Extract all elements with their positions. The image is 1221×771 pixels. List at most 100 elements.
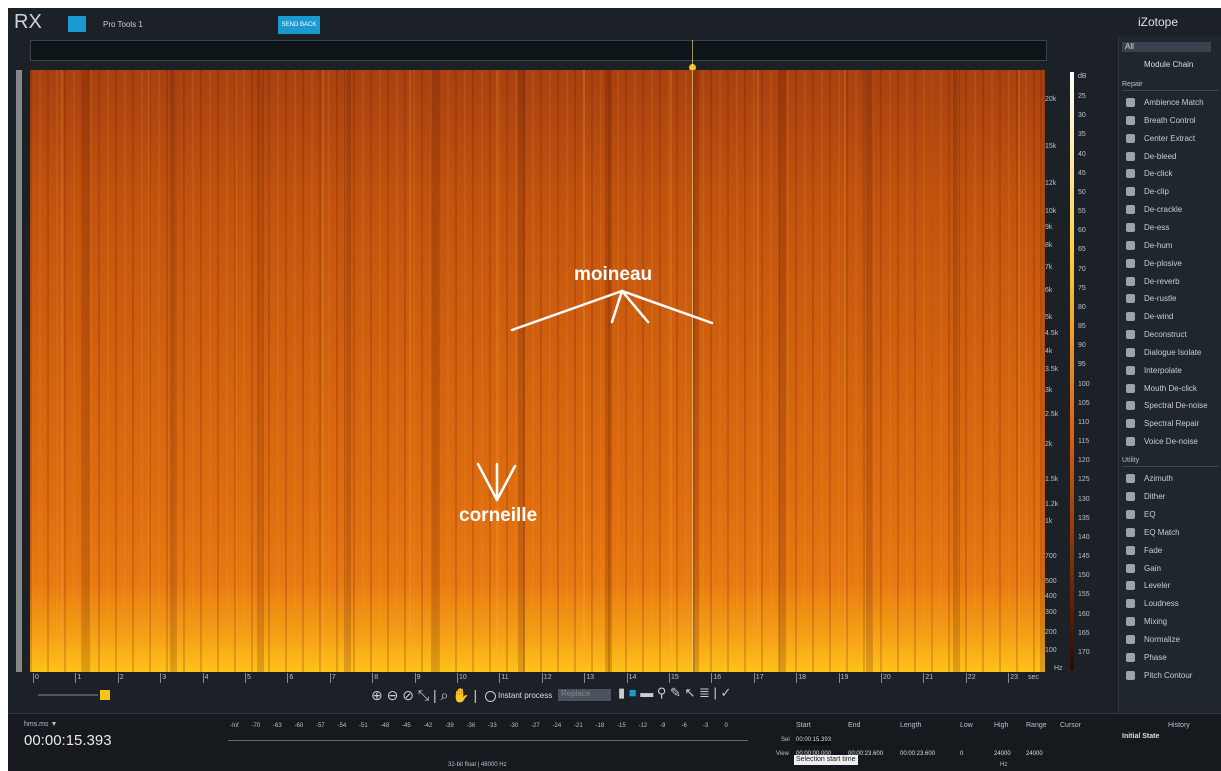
meter-label: -24 <box>552 723 562 729</box>
meter-label: -Inf <box>230 723 239 729</box>
selection-header: End <box>848 722 861 729</box>
hz-unit: Hz <box>1000 762 1008 768</box>
session-name[interactable]: Pro Tools 1 <box>103 20 143 29</box>
meter-label: -54 <box>337 723 347 729</box>
module-item[interactable]: Azimuth <box>1144 474 1173 483</box>
view-value[interactable]: 00:00:23.600 <box>848 751 884 757</box>
time-label: 17 <box>753 673 764 683</box>
db-label: 150 <box>1078 572 1090 580</box>
db-label: 105 <box>1078 399 1090 407</box>
module-icon <box>1126 240 1135 250</box>
selection-tools[interactable]: ▮ ■ ▬ ⚲ ✎ ↖ ≣ | ✓ <box>618 685 732 700</box>
module-item[interactable]: Mixing <box>1144 617 1168 627</box>
module-item[interactable]: Normalize <box>1144 635 1181 645</box>
module-item[interactable]: Deconstruct <box>1144 330 1187 340</box>
module-item[interactable]: Interpolate <box>1144 365 1182 375</box>
module-item[interactable]: De-reverb <box>1144 276 1180 286</box>
time-label: 12 <box>541 673 552 683</box>
time-label: 3 <box>160 673 167 683</box>
module-item[interactable]: Spectral Repair <box>1144 419 1200 429</box>
module-item[interactable]: De-click <box>1144 169 1173 179</box>
meter-label: -30 <box>509 723 519 729</box>
spectrogram[interactable] <box>30 70 1045 672</box>
view-value[interactable]: 24000 <box>994 751 1011 757</box>
freq-label: 15k <box>1045 143 1057 150</box>
module-item[interactable]: Ambience Match <box>1144 98 1204 107</box>
instant-process-toggle[interactable] <box>485 691 496 702</box>
module-item[interactable]: De-plosive <box>1144 258 1182 268</box>
tool-icons[interactable]: ⊕ ⊖ ⊘ ⤡ | ⌕ ✋ | <box>371 687 478 703</box>
module-icon <box>1126 98 1135 107</box>
time-label: 8 <box>372 673 379 683</box>
module-icon <box>1126 294 1135 304</box>
module-icon <box>1126 599 1135 609</box>
meter-label: 0 <box>724 723 728 729</box>
db-label: 130 <box>1078 495 1090 503</box>
module-item[interactable]: Mouth De-click <box>1144 383 1197 393</box>
module-item[interactable]: De-hum <box>1144 240 1173 250</box>
module-item[interactable]: Pitch Contour <box>1144 670 1193 680</box>
freq-label: 2.5k <box>1045 411 1059 418</box>
meter-label: -48 <box>380 723 390 729</box>
section-header[interactable]: Repair <box>1122 80 1218 91</box>
row-label: Sel <box>781 737 790 743</box>
module-item[interactable]: De-ess <box>1144 222 1170 232</box>
module-item[interactable]: EQ <box>1144 509 1156 519</box>
module-item[interactable]: Spectral De-noise <box>1144 401 1208 411</box>
view-value[interactable]: 24000 <box>1026 751 1043 757</box>
app-icon[interactable] <box>68 16 86 32</box>
module-item[interactable]: Phase <box>1144 653 1167 662</box>
module-item[interactable]: Leveler <box>1144 581 1171 591</box>
module-item[interactable]: Gain <box>1144 563 1161 573</box>
send-back-button[interactable]: SEND BACK <box>278 16 320 34</box>
freq-label: 4k <box>1045 348 1053 355</box>
scrollbar[interactable] <box>16 70 22 672</box>
section-header[interactable]: Utility <box>1122 456 1218 467</box>
module-item[interactable]: Dialogue Isolate <box>1144 347 1202 357</box>
time-label: 19 <box>838 673 849 683</box>
view-value[interactable]: 0 <box>960 751 964 757</box>
mode-dropdown[interactable]: Replace <box>558 689 611 701</box>
module-item[interactable]: Center Extract <box>1144 133 1196 143</box>
module-panel <box>1118 36 1221 716</box>
meter-label: -70 <box>251 723 261 729</box>
overview-bar[interactable] <box>30 40 1047 61</box>
db-label: 160 <box>1078 610 1090 618</box>
module-item[interactable]: De-crackle <box>1144 205 1183 215</box>
selection-header: Length <box>900 722 922 729</box>
module-icon <box>1126 347 1135 357</box>
module-chain[interactable]: Module Chain <box>1144 60 1194 69</box>
module-icon <box>1126 474 1135 483</box>
module-item[interactable]: EQ Match <box>1144 527 1180 537</box>
filter-dropdown[interactable]: All <box>1122 42 1211 52</box>
db-label: 165 <box>1078 629 1090 637</box>
module-item[interactable]: Fade <box>1144 545 1163 555</box>
time-label: 6 <box>287 673 294 683</box>
freq-label: 400 <box>1045 593 1057 600</box>
module-item[interactable]: Breath Control <box>1144 115 1196 125</box>
zoom-slider[interactable] <box>22 690 110 700</box>
module-item[interactable]: De-rustle <box>1144 294 1177 304</box>
module-icon <box>1126 205 1135 215</box>
db-label: 40 <box>1078 150 1086 158</box>
module-item[interactable]: Loudness <box>1144 599 1179 609</box>
module-icon <box>1126 115 1135 125</box>
sel-start[interactable]: 00:00:15.393 <box>796 735 832 745</box>
module-item[interactable]: Dither <box>1144 491 1166 501</box>
time-format[interactable]: hms.ms ▼ <box>24 721 58 728</box>
module-item[interactable]: De-wind <box>1144 312 1174 322</box>
db-label: 140 <box>1078 533 1090 541</box>
module-item[interactable]: De-bleed <box>1144 151 1177 161</box>
instant-process-label[interactable]: Instant process <box>498 691 553 700</box>
history-title: History <box>1168 722 1190 729</box>
time-label: 0 <box>33 673 39 683</box>
freq-label: 10k <box>1045 208 1057 215</box>
history-item[interactable]: Initial State <box>1122 733 1160 740</box>
format-info: 32-bit float | 48000 Hz <box>448 762 507 768</box>
view-value[interactable]: 00:00:23.600 <box>900 751 936 757</box>
meter-label: -51 <box>359 723 368 729</box>
module-item[interactable]: De-clip <box>1144 187 1169 197</box>
module-item[interactable]: Voice De-noise <box>1144 437 1198 447</box>
view-value[interactable]: 00:00:00.000 <box>796 751 832 757</box>
annotation-label: corneille <box>459 505 538 526</box>
